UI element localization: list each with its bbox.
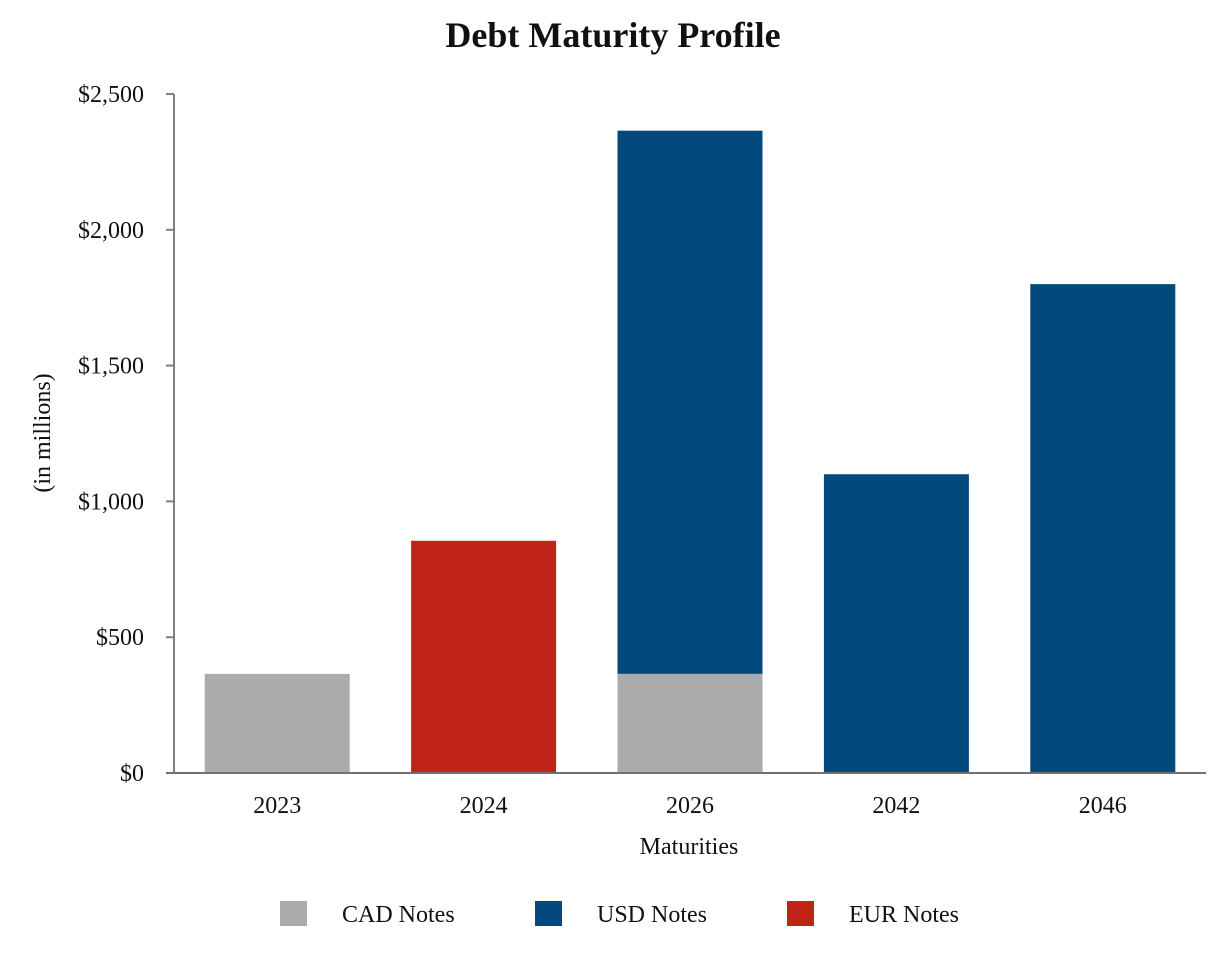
x-tick-label: 2026 [666, 793, 714, 819]
bar-cad-notes-2026 [617, 673, 763, 773]
y-tick-label: $2,000 [78, 218, 144, 244]
chart-title: Debt Maturity Profile [445, 15, 780, 55]
legend-swatch-eur-notes [787, 901, 814, 926]
legend-label: EUR Notes [849, 902, 959, 928]
legend-label: USD Notes [597, 902, 707, 928]
x-tick-label: 2042 [872, 793, 920, 819]
y-tick-label: $1,000 [78, 489, 144, 515]
legend: CAD Notes USD Notes EUR Notes [280, 901, 959, 928]
legend-label: CAD Notes [342, 902, 455, 928]
y-axis-label: (in millions) [30, 373, 56, 492]
x-tick-label: 2023 [253, 793, 301, 819]
legend-swatch-cad-notes [280, 901, 307, 926]
y-tick-label: $2,500 [78, 82, 144, 108]
bar-usd-notes-2026 [617, 130, 763, 674]
plot-area: $0 $500 $1,000 $1,500 $2,000 $2,500 2023 2024 20… [78, 82, 1206, 819]
bar-eur-notes-2024 [411, 540, 557, 773]
bar-usd-notes-2042 [823, 474, 969, 773]
x-axis-label: Maturities [640, 834, 739, 860]
legend-swatch-usd-notes [535, 901, 562, 926]
y-tick-label: $500 [96, 625, 144, 651]
y-tick-label: $1,500 [78, 354, 144, 380]
bar-cad-notes-2023 [204, 673, 350, 773]
y-tick-label: $0 [120, 761, 144, 787]
bar-usd-notes-2046 [1030, 284, 1176, 773]
x-tick-label: 2046 [1079, 793, 1127, 819]
x-tick-label: 2024 [460, 793, 508, 819]
